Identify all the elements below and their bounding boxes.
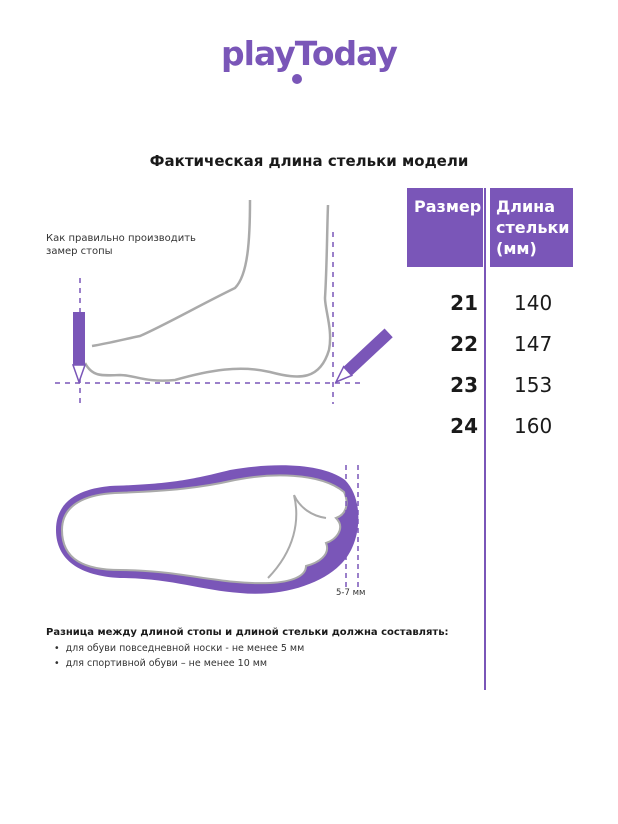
size-cell: 21	[450, 291, 478, 315]
brand-logo: playToday	[221, 34, 398, 73]
pencil-left-icon	[71, 312, 87, 385]
length-cell: 160	[514, 414, 553, 438]
logo-dot	[292, 74, 302, 84]
gap-label: 5-7 мм	[336, 588, 366, 598]
measure-hint: Как правильно производить замер стопы	[46, 233, 196, 257]
length-cell: 147	[514, 332, 553, 356]
insole-diagram	[56, 465, 359, 594]
length-cell: 140	[514, 291, 553, 315]
table-divider	[484, 188, 486, 690]
note-list: для обуви повседневной носки - не менее …	[54, 641, 305, 671]
side-foot-diagram	[55, 199, 393, 404]
note-heading: Разница между длиной стопы и длиной стел…	[46, 627, 449, 638]
length-cell: 153	[514, 373, 553, 397]
header-size: Размер	[407, 188, 483, 267]
foot-sole-outline	[60, 474, 348, 585]
size-cell: 22	[450, 332, 478, 356]
size-cell: 23	[450, 373, 478, 397]
page-title: Фактическая длина стельки модели	[149, 152, 469, 170]
note-item: для спортивной обуви – не менее 10 мм	[54, 656, 304, 671]
foot-side-outline	[83, 199, 332, 382]
size-cell: 24	[450, 414, 478, 438]
header-length: Длина стельки (мм)	[490, 188, 573, 267]
note-item: для обуви повседневной носки - не менее …	[54, 641, 305, 656]
pencil-right-icon	[334, 328, 393, 384]
